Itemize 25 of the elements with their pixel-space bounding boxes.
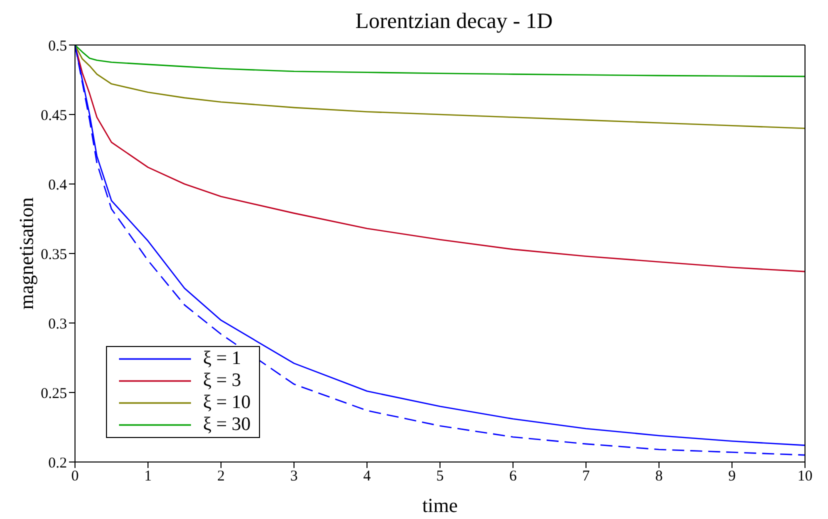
x-tick-label: 1 bbox=[144, 468, 152, 485]
y-tick-label: 0.3 bbox=[48, 316, 67, 332]
x-tick-label: 10 bbox=[798, 468, 812, 485]
x-tick-label: 3 bbox=[290, 468, 298, 485]
x-axis-title: time bbox=[422, 495, 458, 517]
legend-label: ξ = 3 bbox=[203, 370, 242, 392]
y-tick-label: 0.4 bbox=[48, 177, 68, 194]
x-tick-label: 8 bbox=[655, 468, 663, 485]
x-tick-label: 4 bbox=[363, 468, 372, 485]
y-tick-label: 0.2 bbox=[48, 455, 67, 472]
y-tick-label: 0.45 bbox=[40, 108, 67, 124]
y-axis-title: magnetisation bbox=[16, 197, 38, 310]
y-tick-label: 0.5 bbox=[48, 38, 67, 54]
legend-label: ξ = 1 bbox=[203, 348, 242, 370]
x-tick-label: 0 bbox=[71, 468, 79, 485]
x-tick-label: 2 bbox=[217, 468, 225, 485]
legend-label: ξ = 10 bbox=[203, 392, 251, 414]
x-tick-label: 5 bbox=[436, 468, 444, 485]
x-tick-label: 7 bbox=[582, 468, 590, 485]
legend-label: ξ = 30 bbox=[203, 414, 251, 436]
y-tick-label: 0.35 bbox=[40, 246, 67, 263]
x-tick-label: 6 bbox=[509, 468, 518, 485]
y-tick-label: 0.25 bbox=[40, 386, 67, 402]
x-tick-label: 9 bbox=[728, 468, 736, 485]
chart-title: Lorentzian decay - 1D bbox=[354, 8, 554, 35]
